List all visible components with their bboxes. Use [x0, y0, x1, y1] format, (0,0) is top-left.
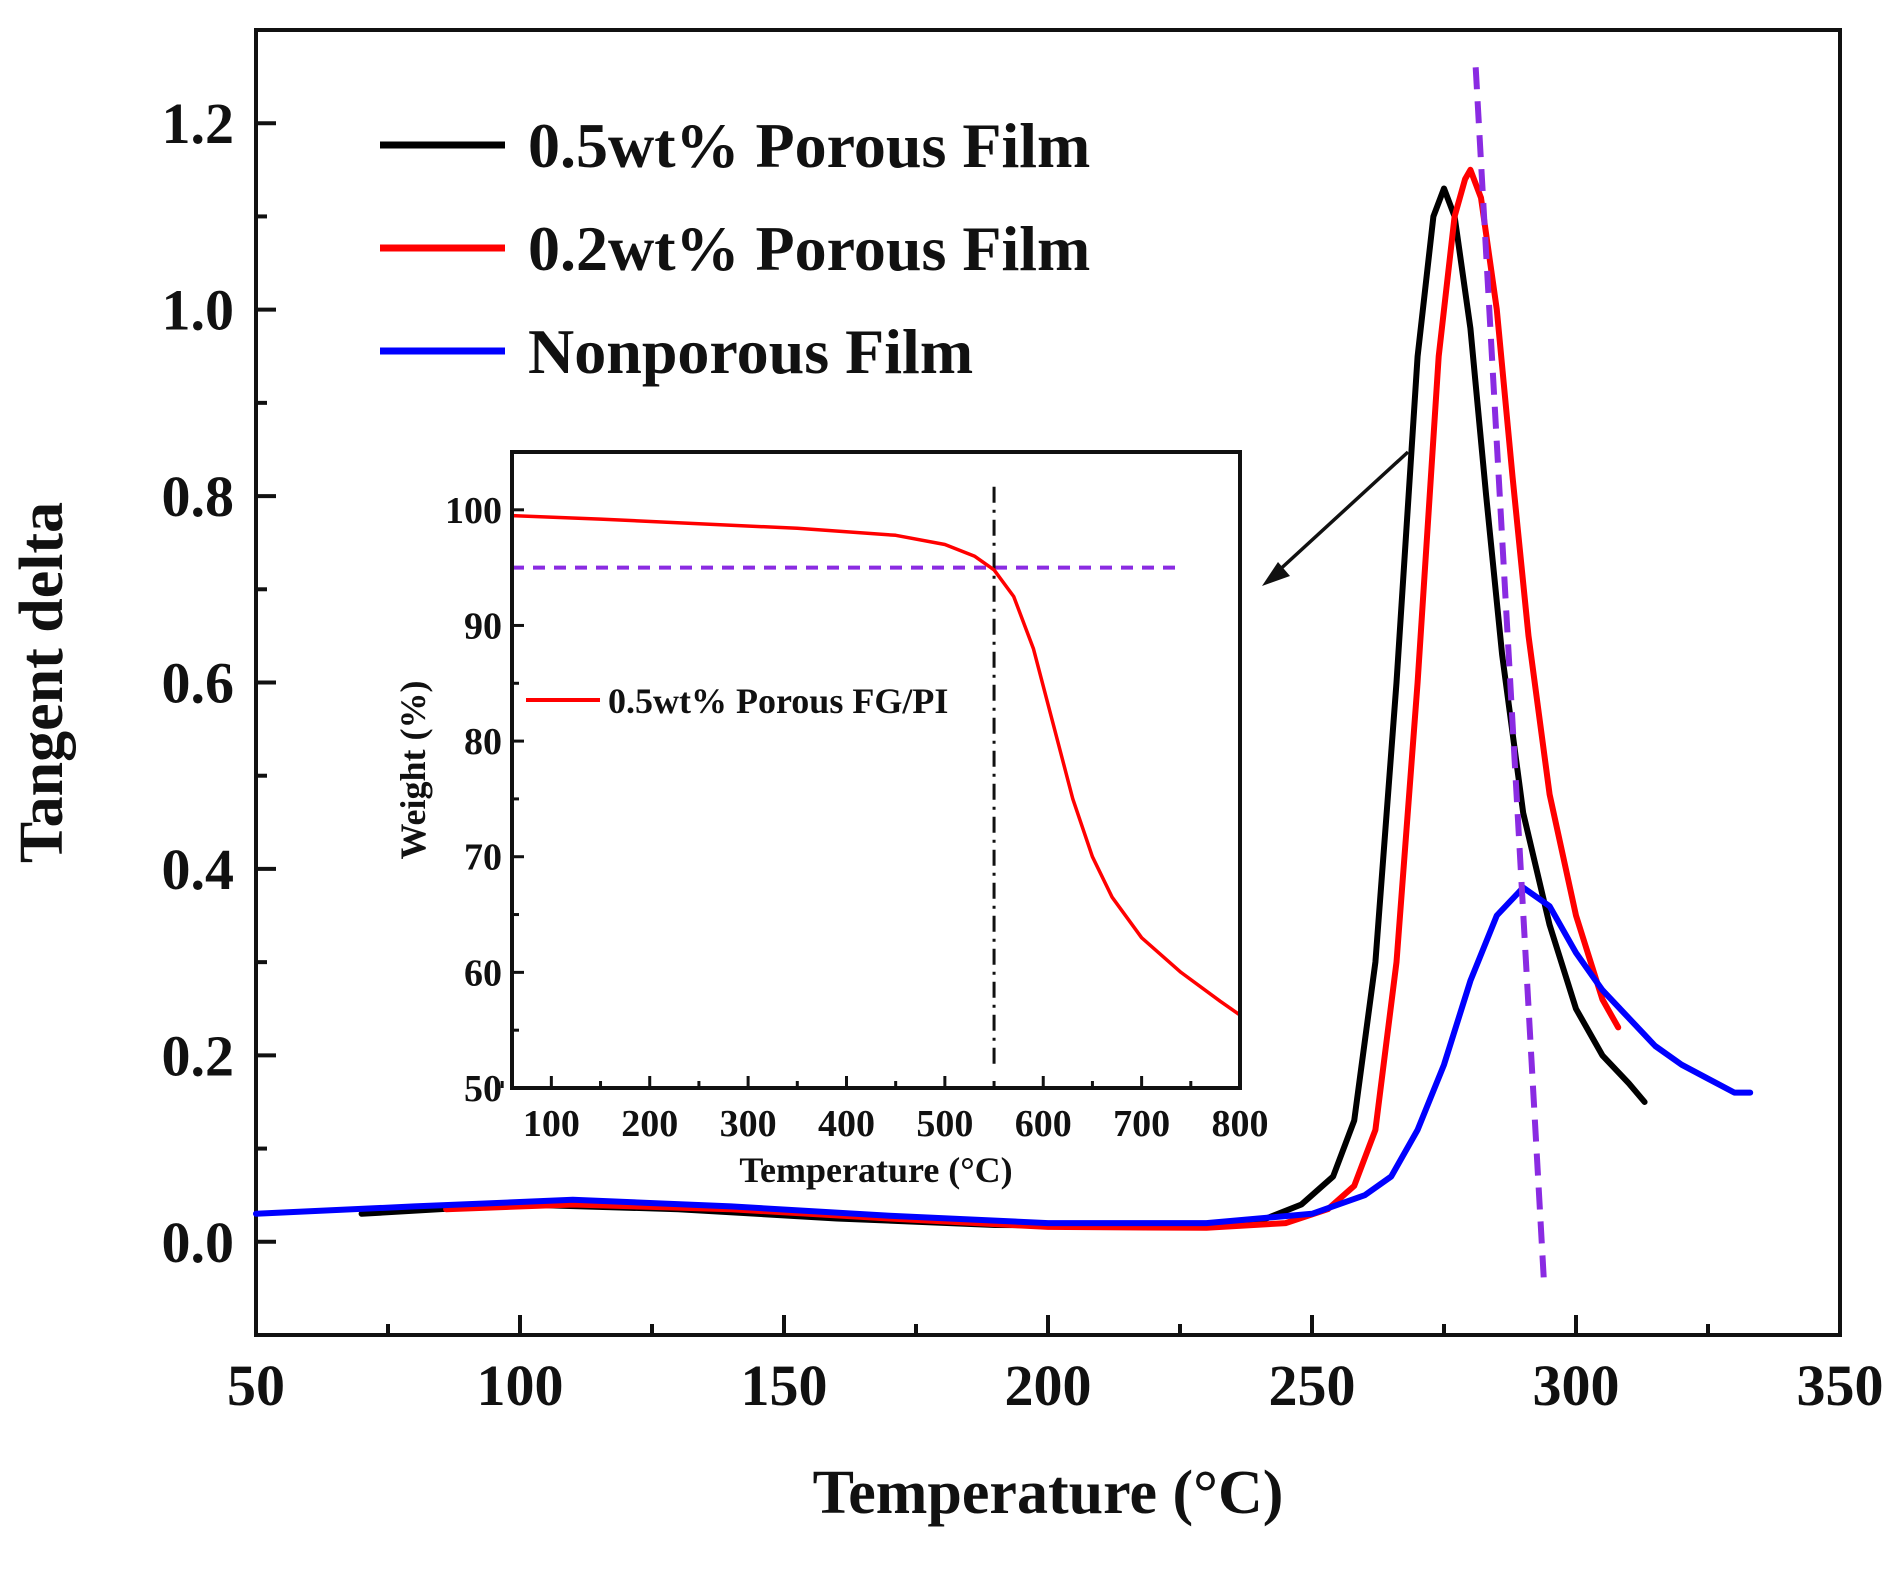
- inset-background: [512, 452, 1240, 1088]
- legend-label: 0.2wt% Porous Film: [528, 213, 1090, 284]
- inset-plot-frame: [510, 450, 1242, 1090]
- inset-x-tick-label: 300: [720, 1103, 777, 1145]
- inset-y-tick-label: 50: [464, 1068, 502, 1110]
- series-line-2: [253, 884, 1754, 1227]
- inset-y-axis: 50 60 70 80 90 100: [445, 450, 524, 1110]
- main-x-tick-label: 100: [477, 1353, 564, 1418]
- legend-label: Nonporous Film: [528, 316, 973, 387]
- inset-series-line-0: [511, 513, 1242, 1017]
- inset-x-tick-label: 500: [916, 1103, 973, 1145]
- inset-series-group: [511, 513, 1242, 1017]
- main-x-tick-label: 150: [741, 1353, 828, 1418]
- main-x-tick-label: 350: [1797, 1353, 1884, 1418]
- main-y-tick-label: 1.0: [162, 278, 235, 343]
- main-series-group: [253, 166, 1754, 1231]
- main-y-tick-label: 0.4: [162, 837, 235, 902]
- main-x-tick-label: 50: [227, 1353, 285, 1418]
- inset-y-tick-label: 100: [445, 490, 502, 532]
- inset-pointer-arrow: [1262, 450, 1410, 586]
- main-legend: 0.5wt% Porous Film 0.2wt% Porous Film Nonp…: [380, 110, 1090, 387]
- inset-y-tick-label: 80: [464, 721, 502, 763]
- inset-x-tick-label: 600: [1015, 1103, 1072, 1145]
- main-y-tick-label: 0.2: [162, 1023, 235, 1088]
- main-y-tick-label: 0.0: [162, 1210, 235, 1275]
- inset-x-tick-label: 100: [523, 1103, 580, 1145]
- series-line-1: [443, 166, 1622, 1231]
- inset-legend-label: 0.5wt% Porous FG/PI: [608, 681, 948, 721]
- main-y-axis: 0.0 0.2 0.4 0.6 0.8 1.0 1.2: [162, 28, 276, 1275]
- main-x-axis: 50 100 150 200 250 300 350: [227, 1315, 1884, 1418]
- main-x-axis-title: Temperature (°C): [813, 1459, 1284, 1527]
- inset-y-tick-label: 70: [464, 837, 502, 879]
- inset-chart: 100 200 300 400 500 600 700 800 50 60 70 80 90 100 T…: [393, 450, 1269, 1190]
- legend-label: 0.5wt% Porous Film: [528, 110, 1090, 181]
- main-y-tick-label: 0.8: [162, 464, 235, 529]
- inset-x-axis-title: Temperature (°C): [739, 1150, 1012, 1190]
- main-x-tick-label: 300: [1533, 1353, 1620, 1418]
- main-x-tick-label: 250: [1269, 1353, 1356, 1418]
- inset-y-axis-title: Weight (%): [393, 681, 433, 860]
- inset-x-tick-label: 400: [818, 1103, 875, 1145]
- inset-x-tick-label: 800: [1212, 1103, 1269, 1145]
- main-x-tick-label: 200: [1005, 1353, 1092, 1418]
- main-y-tick-label: 1.2: [162, 91, 235, 156]
- inset-legend: 0.5wt% Porous FG/PI: [526, 681, 948, 721]
- inset-x-tick-label: 200: [621, 1103, 678, 1145]
- inset-y-tick-label: 90: [464, 605, 502, 647]
- inset-x-axis: 100 200 300 400 500 600 700 800: [500, 1076, 1269, 1145]
- main-y-axis-title: Tangent delta: [8, 502, 76, 863]
- inset-y-tick-label: 60: [464, 952, 502, 994]
- inset-x-tick-label: 700: [1113, 1103, 1170, 1145]
- main-chart: 50 100 150 200 250 300 350 0.0 0.2 0.4 0.6 0.8 1.0 1…: [8, 28, 1884, 1527]
- main-y-tick-label: 0.6: [162, 651, 235, 716]
